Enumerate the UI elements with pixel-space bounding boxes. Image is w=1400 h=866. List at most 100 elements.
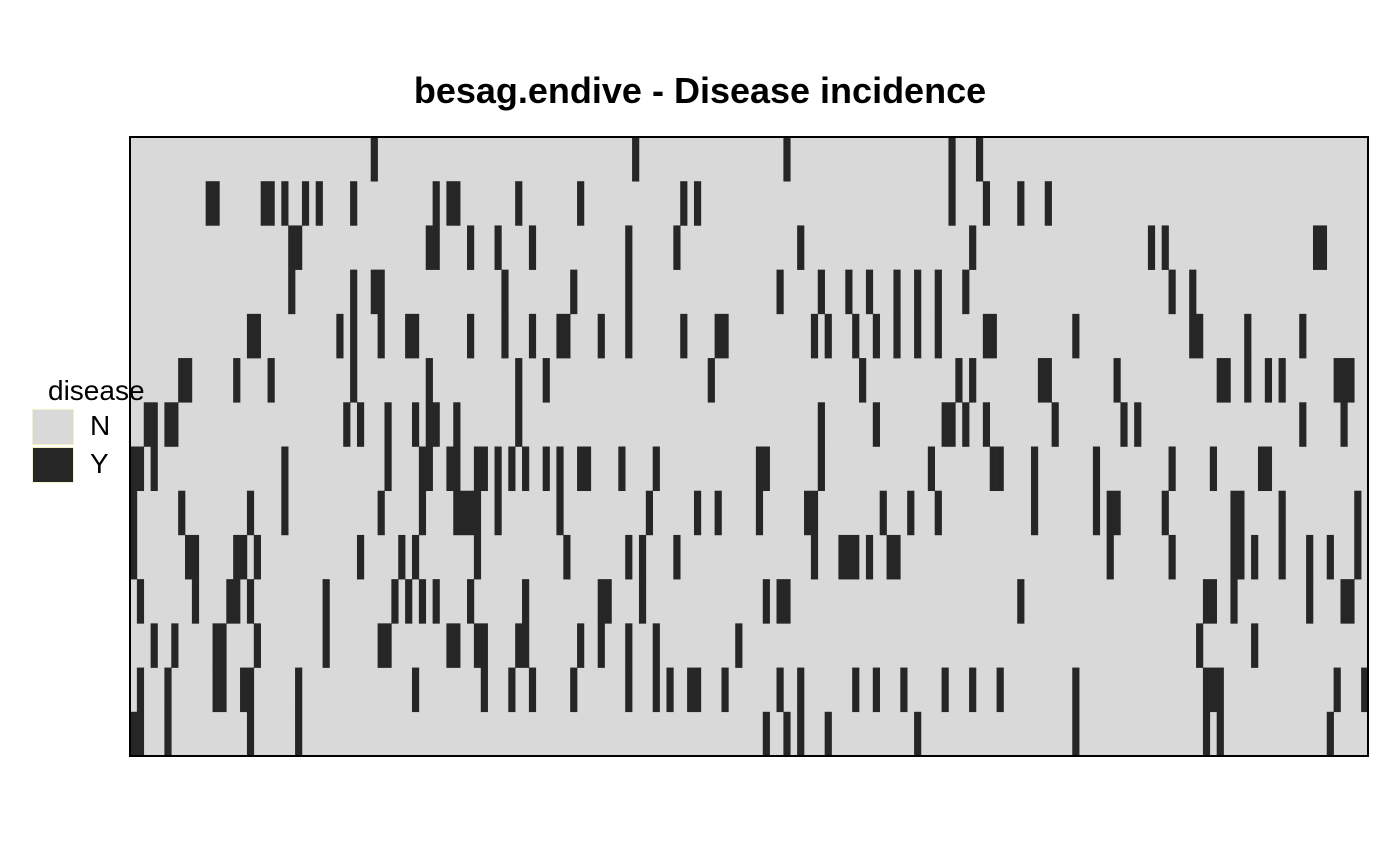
heatmap-cell-y <box>914 313 922 359</box>
heatmap-cell-y <box>563 313 571 359</box>
heatmap-cell-y <box>473 490 482 536</box>
heatmap-cell-y <box>962 269 970 315</box>
heatmap-cell-y <box>1037 358 1046 403</box>
heatmap-cell-y <box>762 711 770 757</box>
heatmap-cell-y <box>425 402 433 447</box>
heatmap-cell-y <box>322 623 330 668</box>
heatmap-cell-y <box>136 667 145 713</box>
heatmap-cell-y <box>859 358 867 403</box>
heatmap-cell-y <box>577 446 585 492</box>
heatmap-cell-y <box>143 402 151 447</box>
heatmap-cell-y <box>632 137 640 182</box>
heatmap-cell-y <box>907 490 915 536</box>
heatmap-cell-y <box>577 623 585 668</box>
heatmap-cell-y <box>1044 181 1052 226</box>
heatmap-cell-y <box>473 623 482 668</box>
heatmap-cell-y <box>130 711 138 757</box>
heatmap-cell-y <box>1244 313 1252 359</box>
heatmap-cell-y <box>625 667 633 713</box>
heatmap-cell-y <box>817 269 825 315</box>
heatmap-cell-y <box>405 313 413 359</box>
heatmap-cell-y <box>542 358 550 403</box>
heatmap-cell-y <box>852 534 860 580</box>
heatmap-cell-y <box>253 313 261 359</box>
heatmap-cell-y <box>432 225 440 270</box>
heatmap-cell-y <box>941 402 949 447</box>
heatmap-cell-y <box>515 623 523 668</box>
heatmap-cell-y <box>432 402 440 447</box>
heatmap-cell-y <box>164 667 172 713</box>
heatmap-cell-y <box>1030 446 1039 492</box>
heatmap-cell-y <box>900 667 908 713</box>
heatmap-cell-y <box>783 711 791 757</box>
heatmap-cell-y <box>1326 534 1334 580</box>
heatmap-cell-y <box>191 534 200 580</box>
heatmap-cell-y <box>989 446 997 492</box>
heatmap-cell-y <box>1072 711 1080 757</box>
heatmap-cell-y <box>281 490 289 536</box>
heatmap-cell-y <box>776 579 784 624</box>
heatmap-cell-y <box>150 623 158 668</box>
heatmap-cell-y <box>625 313 633 359</box>
heatmap-cell-y <box>1202 711 1211 757</box>
heatmap-cell-y <box>418 446 427 492</box>
heatmap-cell-y <box>164 402 172 447</box>
heatmap-cell-y <box>494 490 502 536</box>
heatmap-cell-y <box>522 623 530 668</box>
heatmap-cell-y <box>233 579 241 624</box>
heatmap-cell-y <box>824 313 832 359</box>
heatmap-cell-y <box>1189 313 1197 359</box>
heatmap-cell-y <box>411 534 420 580</box>
heatmap-cell-y <box>948 137 956 182</box>
heatmap-cell-y <box>528 313 537 359</box>
heatmap-cell-y <box>707 358 715 403</box>
heatmap-cell-y <box>604 579 612 624</box>
heatmap-cell-y <box>501 269 509 315</box>
heatmap-cell-y <box>934 313 942 359</box>
heatmap-cell-y <box>783 579 791 624</box>
heatmap-cell-y <box>322 579 330 624</box>
legend-key-n <box>32 409 74 445</box>
heatmap-cell-y <box>1147 225 1156 270</box>
heatmap-cell-y <box>1196 623 1204 668</box>
heatmap-cell-y <box>1092 490 1101 536</box>
heatmap-cell-y <box>969 358 977 403</box>
heatmap-cell-y <box>618 446 626 492</box>
heatmap-cell-y <box>638 579 647 624</box>
heatmap-cell-y <box>1257 446 1266 492</box>
heatmap-cell-y <box>666 667 674 713</box>
heatmap-cell-y <box>852 667 860 713</box>
heatmap-cell-y <box>755 490 764 536</box>
heatmap-cell-y <box>446 446 454 492</box>
heatmap-cell-y <box>865 534 874 580</box>
heatmap-cell-y <box>1333 667 1341 713</box>
heatmap-cell-y <box>295 225 303 270</box>
heatmap-cell-y <box>350 269 358 315</box>
heatmap-cell-y <box>377 623 385 668</box>
heatmap-cell-y <box>453 490 461 536</box>
heatmap-cell-y <box>797 667 805 713</box>
heatmap-cell-y <box>1333 358 1341 403</box>
heatmap-cell-y <box>1306 534 1314 580</box>
chart-title: besag.endive - Disease incidence <box>413 70 987 111</box>
heatmap-cell-y <box>219 667 227 713</box>
heatmap-cell-y <box>1106 534 1114 580</box>
heatmap-cell-y <box>240 534 248 580</box>
heatmap-cell-y <box>494 446 502 492</box>
heatmap-cell-y <box>1189 269 1197 315</box>
heatmap-cell-y <box>480 667 488 713</box>
heatmap-cell-y <box>178 490 186 536</box>
heatmap-cell-y <box>398 534 406 580</box>
heatmap-cell-y <box>467 225 475 270</box>
heatmap-cell-y <box>467 579 475 624</box>
heatmap-cell-y <box>377 490 385 536</box>
heatmap-cell-y <box>1216 711 1224 757</box>
heatmap-cell-y <box>680 313 688 359</box>
heatmap-cell-y <box>597 313 605 359</box>
heatmap-cell-y <box>948 402 956 447</box>
heatmap-cell-y <box>281 446 289 492</box>
heatmap-cell-y <box>1072 667 1080 713</box>
heatmap-cell-y <box>1113 358 1121 403</box>
heatmap-cell-y <box>1237 490 1245 536</box>
heatmap-cell-y <box>893 313 901 359</box>
